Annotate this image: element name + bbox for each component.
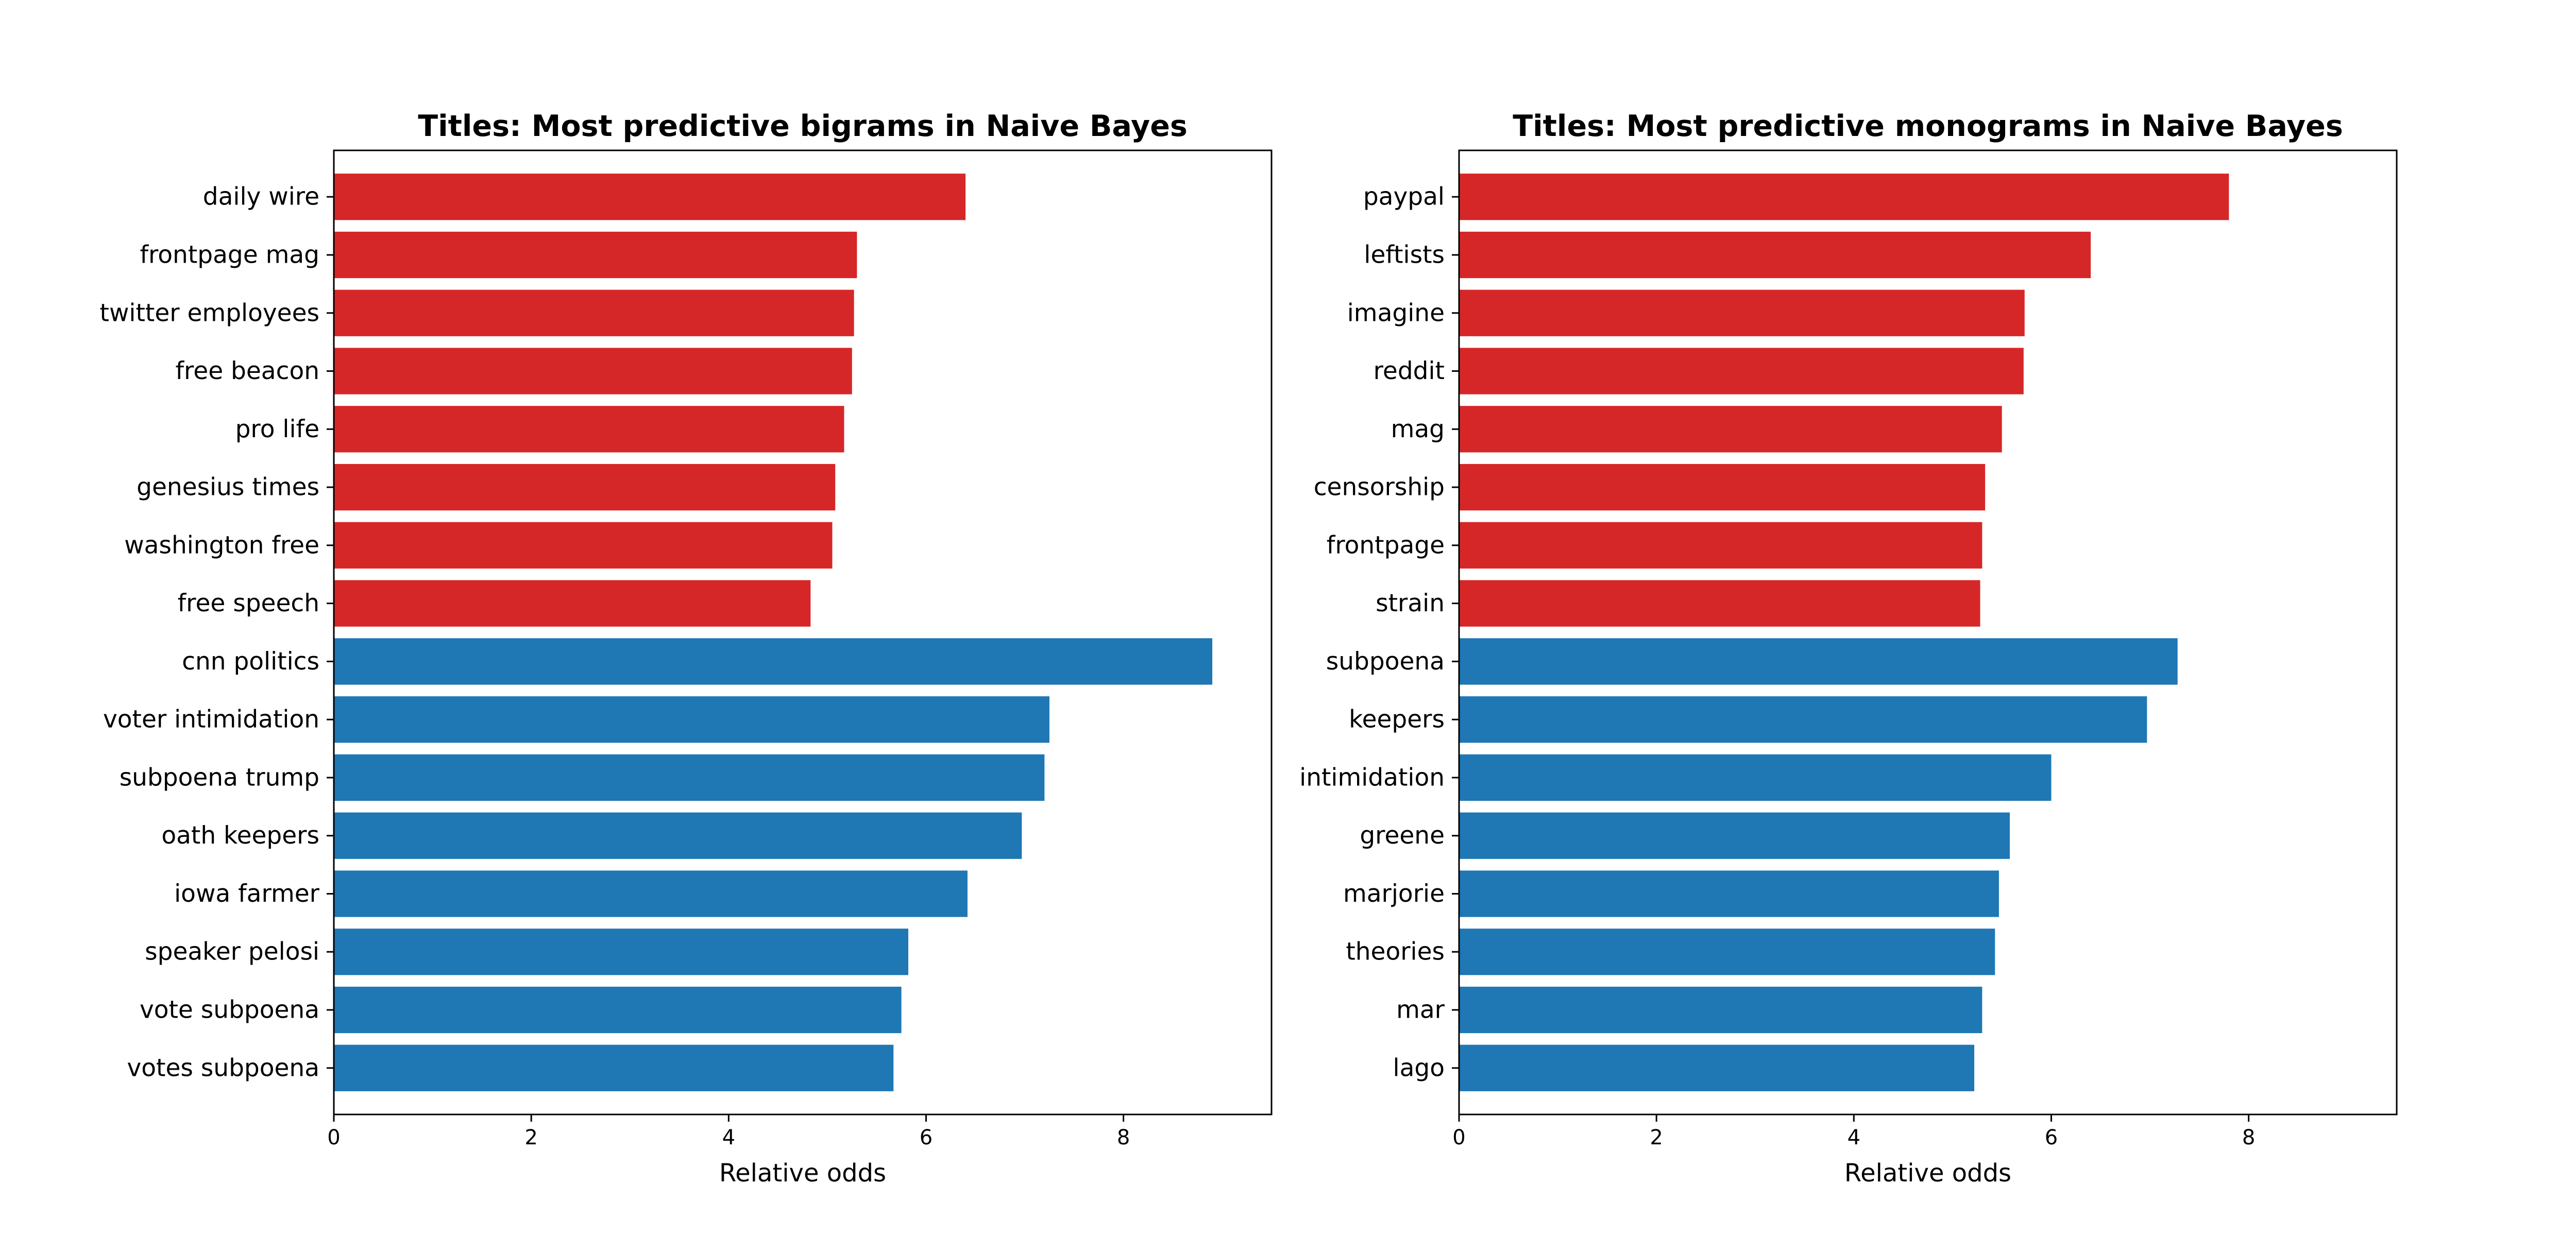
category-label: theories (1346, 938, 1445, 966)
bar-1-12 (334, 812, 1022, 859)
bar-1-3 (334, 289, 854, 336)
bar-2-10 (1459, 696, 2147, 743)
category-label: vote subpoena (140, 996, 319, 1024)
x-tick-label: 0 (1452, 1126, 1465, 1149)
category-label: intimidation (1299, 763, 1445, 792)
category-label: mar (1396, 996, 1445, 1024)
bar-1-8 (334, 580, 811, 627)
bar-2-3 (1459, 289, 2025, 336)
category-label: genesius times (137, 473, 319, 502)
category-label: free beacon (175, 357, 319, 385)
category-label: reddit (1374, 357, 1445, 385)
bar-2-2 (1459, 231, 2091, 279)
x-tick-label: 0 (327, 1126, 340, 1149)
bar-2-15 (1459, 986, 1982, 1034)
bar-1-14 (334, 929, 908, 975)
category-label: frontpage (1327, 531, 1445, 559)
category-label: strain (1376, 589, 1445, 617)
bar-1-5 (334, 406, 844, 453)
bar-2-11 (1459, 754, 2052, 801)
x-tick-label: 4 (722, 1126, 735, 1149)
bar-2-12 (1459, 812, 2010, 859)
bar-1-10 (334, 696, 1049, 743)
category-label: lago (1393, 1054, 1445, 1082)
category-label: subpoena trump (120, 763, 319, 792)
bar-1-9 (334, 638, 1213, 685)
x-axis-label: Relative odds (719, 1159, 886, 1188)
x-tick-label: 2 (524, 1126, 537, 1149)
category-label: paypal (1363, 183, 1445, 211)
axes-frame (333, 149, 1273, 1115)
bar-1-2 (334, 231, 857, 279)
category-label: imagine (1347, 299, 1445, 327)
x-tick-label: 8 (1117, 1126, 1130, 1149)
category-label: pro life (235, 415, 319, 443)
chart-title: Titles: Most predictive bigrams in Naive… (418, 109, 1188, 143)
category-label: mag (1391, 415, 1445, 443)
category-label: daily wire (203, 183, 319, 211)
category-label: free speech (178, 589, 319, 617)
bar-1-1 (334, 174, 966, 220)
category-label: subpoena (1326, 647, 1445, 676)
bar-2-14 (1459, 929, 1995, 975)
x-tick-label: 8 (2242, 1126, 2255, 1149)
bar-2-13 (1459, 870, 1999, 917)
category-label: washington free (124, 531, 319, 559)
x-tick-label: 4 (1848, 1126, 1860, 1149)
category-label: iowa farmer (174, 880, 320, 908)
category-label: censorship (1314, 473, 1445, 502)
bar-1-11 (334, 754, 1045, 801)
category-label: leftists (1364, 241, 1445, 269)
bar-1-6 (334, 464, 836, 511)
bar-1-4 (334, 348, 852, 394)
chart-title: Titles: Most predictive monograms in Nai… (1513, 109, 2343, 143)
category-label: twitter employees (100, 299, 319, 327)
chart-panel-1: daily wire frontpage mag twitter employees… (100, 109, 1273, 1188)
bar-2-5 (1459, 406, 2002, 453)
bar-2-6 (1459, 464, 1986, 511)
category-label: marjorie (1343, 880, 1445, 908)
category-label: frontpage mag (140, 241, 319, 269)
bar-1-7 (334, 522, 833, 569)
x-tick-label: 6 (2045, 1126, 2058, 1149)
bar-2-7 (1459, 522, 1982, 569)
bar-1-13 (334, 870, 968, 917)
bar-2-9 (1459, 638, 2178, 685)
axes-frame (1458, 149, 2398, 1115)
bar-2-4 (1459, 348, 2024, 394)
bar-2-8 (1459, 580, 1980, 627)
category-label: speaker pelosi (145, 938, 319, 966)
category-label: votes subpoena (127, 1054, 319, 1082)
category-label: greene (1360, 821, 1445, 850)
bar-2-1 (1459, 174, 2229, 220)
bar-1-16 (334, 1044, 894, 1091)
chart-panel-2: paypal leftists imagine reddit mag censorship… (1299, 109, 2398, 1188)
category-label: keepers (1349, 706, 1445, 734)
category-label: voter intimidation (103, 706, 319, 734)
category-label: cnn politics (182, 647, 319, 676)
category-label: oath keepers (161, 821, 319, 850)
x-axis-label: Relative odds (1844, 1159, 2011, 1188)
bar-1-15 (334, 986, 902, 1034)
x-tick-label: 6 (920, 1126, 933, 1149)
bar-2-16 (1459, 1044, 1975, 1091)
x-tick-label: 2 (1650, 1126, 1663, 1149)
